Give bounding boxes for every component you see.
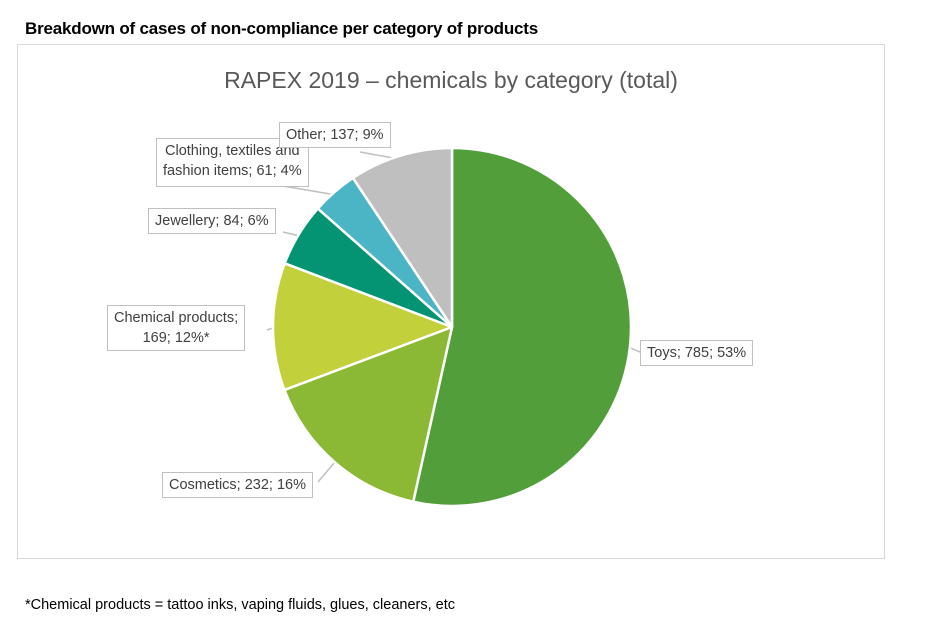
data-label-text-line2: fashion items; 61; 4% <box>163 163 302 179</box>
data-label-jewellery: Jewellery; 84; 6% <box>148 208 276 234</box>
pie-slices <box>271 146 633 508</box>
leader-line <box>282 185 338 196</box>
chart-title: RAPEX 2019 – chemicals by category (tota… <box>224 67 678 93</box>
data-label-other: Other; 137; 9% <box>279 122 391 148</box>
data-label-text-line1: Clothing, textiles and <box>165 143 300 159</box>
data-label-text-line2: 169; 12%* <box>142 330 210 346</box>
pie-slice-toys <box>411 146 633 508</box>
pie-slice-cosmetics <box>283 325 454 504</box>
pie-slice-chemical-products <box>271 262 454 392</box>
page-heading: Breakdown of cases of non-compliance per… <box>25 19 539 38</box>
data-label-text: Cosmetics; 232; 16% <box>169 477 307 493</box>
data-label-text-line1: Chemical products; <box>114 310 239 326</box>
data-label-text: Other; 137; 9% <box>286 127 384 143</box>
data-label-chemical-products: Chemical products; 169; 12%* <box>107 305 246 351</box>
footnote: *Chemical products = tattoo inks, vaping… <box>25 597 455 613</box>
pie-slice-other <box>351 146 454 329</box>
data-label-toys: Toys; 785; 53% <box>640 340 754 366</box>
data-label-cosmetics: Cosmetics; 232; 16% <box>162 472 314 498</box>
data-label-text: Jewellery; 84; 6% <box>155 213 269 229</box>
data-label-text: Toys; 785; 53% <box>647 345 747 361</box>
